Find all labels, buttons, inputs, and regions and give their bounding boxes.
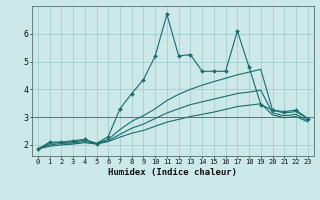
X-axis label: Humidex (Indice chaleur): Humidex (Indice chaleur) bbox=[108, 168, 237, 177]
